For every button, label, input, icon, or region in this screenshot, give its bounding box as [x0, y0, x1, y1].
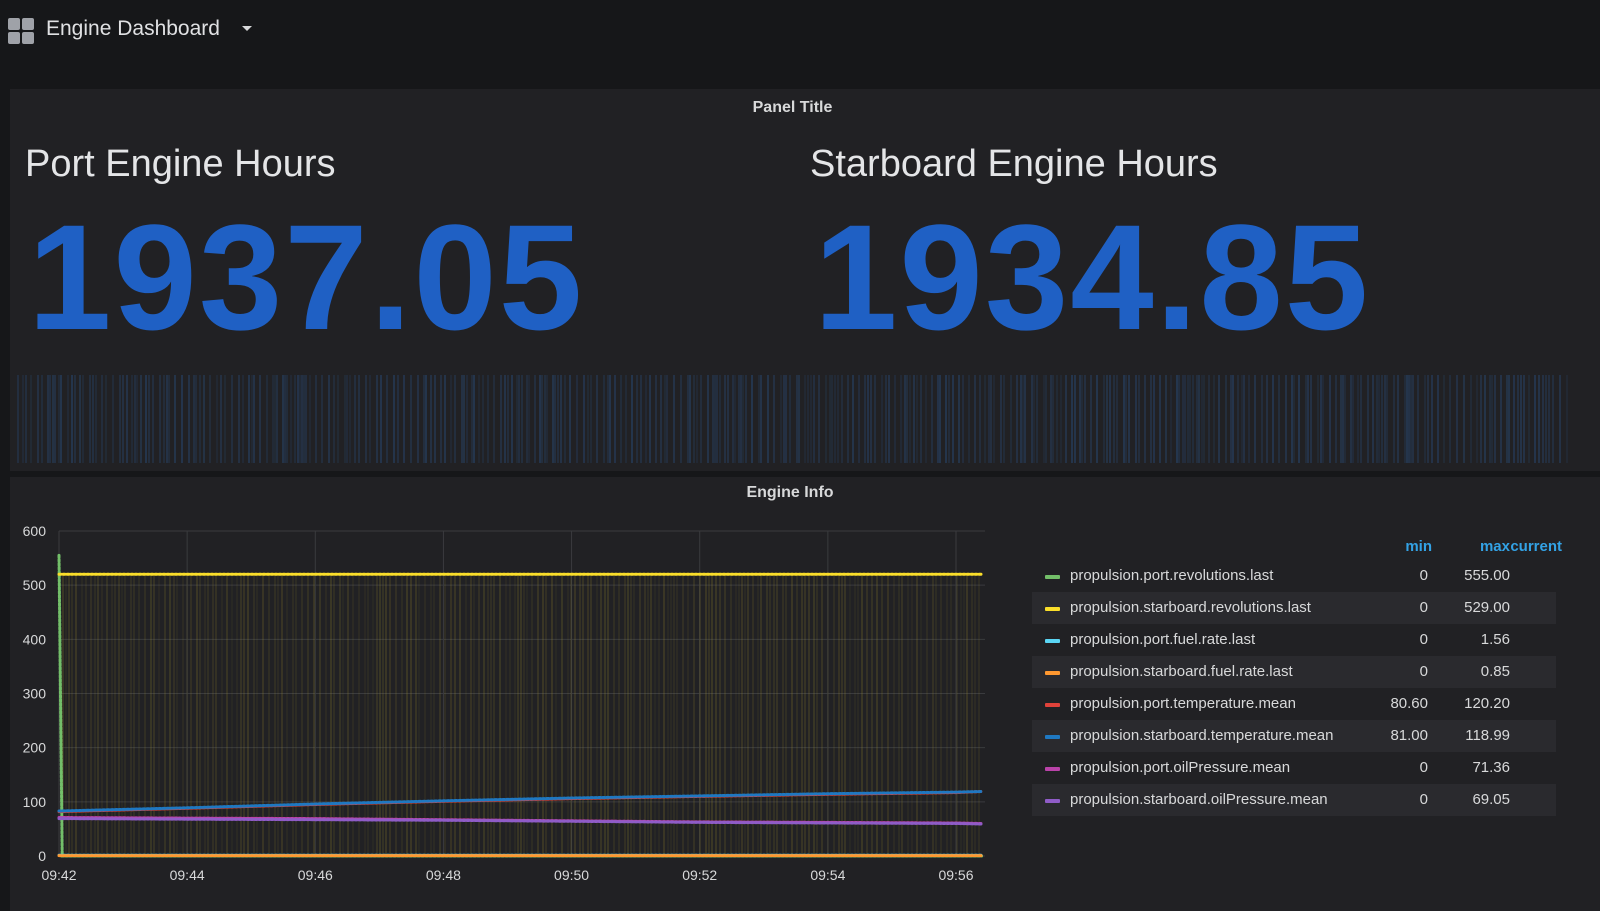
legend-row[interactable]: propulsion.port.fuel.rate.last 0 1.56	[1032, 624, 1556, 656]
legend-swatch[interactable]	[1045, 639, 1060, 643]
legend-min-value: 80.60	[1390, 695, 1428, 712]
port-engine-hours-value: 1937.05	[28, 193, 585, 361]
y-tick-label: 200	[23, 740, 47, 756]
y-tick-label: 0	[38, 848, 46, 864]
x-tick-label: 09:48	[426, 867, 461, 883]
legend-series-name[interactable]: propulsion.starboard.revolutions.last	[1070, 599, 1311, 616]
legend-swatch[interactable]	[1045, 767, 1060, 771]
x-tick-label: 09:44	[170, 867, 205, 883]
y-tick-label: 600	[23, 523, 47, 539]
y-tick-label: 400	[23, 631, 47, 647]
legend-min-value: 0	[1419, 791, 1428, 808]
legend-swatch[interactable]	[1045, 575, 1060, 579]
chevron-down-icon[interactable]	[242, 26, 252, 31]
legend-min-value: 81.00	[1390, 727, 1428, 744]
legend-max-value: 555.00	[1464, 567, 1510, 584]
series-line	[57, 817, 984, 826]
x-tick-label: 09:46	[298, 867, 333, 883]
y-tick-label: 100	[23, 794, 47, 810]
series-line	[57, 790, 984, 813]
legend-series-name[interactable]: propulsion.starboard.oilPressure.mean	[1070, 791, 1328, 808]
legend-series-name[interactable]: propulsion.starboard.fuel.rate.last	[1070, 663, 1293, 680]
engine-info-chart[interactable]: 0 100 200 300 400 500 600 09:42 09:44 09:46 09:48 0…	[0, 511, 1000, 911]
starboard-engine-hours-value: 1934.85	[814, 193, 1371, 361]
legend-series-name[interactable]: propulsion.port.revolutions.last	[1070, 567, 1274, 584]
x-tick-label: 09:56	[938, 867, 973, 883]
legend-row[interactable]: propulsion.port.revolutions.last 0 555.0…	[1032, 560, 1556, 592]
legend-max-value: 118.99	[1465, 727, 1510, 744]
legend-series-name[interactable]: propulsion.port.fuel.rate.last	[1070, 631, 1256, 648]
legend-min-value: 0	[1419, 759, 1428, 776]
legend-swatch[interactable]	[1045, 671, 1060, 675]
x-tick-label: 09:52	[682, 867, 717, 883]
legend-row[interactable]: propulsion.starboard.revolutions.last 0 …	[1032, 592, 1556, 624]
top-bar: Engine Dashboard	[0, 0, 1600, 64]
legend-max-value: 0.85	[1480, 663, 1510, 680]
legend-swatch[interactable]	[1045, 735, 1060, 739]
legend-header-max[interactable]: max	[1479, 538, 1510, 555]
legend-header-current[interactable]: current	[1510, 538, 1562, 555]
x-tick-label: 09:42	[41, 867, 76, 883]
legend-min-value: 0	[1419, 631, 1428, 648]
legend-series-name[interactable]: propulsion.port.temperature.mean	[1070, 695, 1296, 712]
legend-swatch[interactable]	[1045, 799, 1060, 803]
legend-swatch[interactable]	[1045, 607, 1060, 611]
legend-max-value: 71.36	[1472, 759, 1510, 776]
x-tick-label: 09:50	[554, 867, 589, 883]
legend-series-name[interactable]: propulsion.starboard.temperature.mean	[1070, 727, 1334, 744]
legend-max-value: 1.56	[1480, 631, 1510, 648]
legend-max-value: 69.05	[1472, 791, 1510, 808]
legend-row[interactable]: propulsion.starboard.fuel.rate.last 0 0.…	[1032, 656, 1556, 688]
dashboard-title[interactable]: Engine Dashboard	[46, 17, 220, 40]
legend-header-min[interactable]: min	[1405, 538, 1432, 555]
legend-max-value: 120.20	[1464, 695, 1510, 712]
legend-min-value: 0	[1419, 599, 1428, 616]
port-engine-hours-label: Port Engine Hours	[25, 143, 336, 185]
legend-swatch[interactable]	[1045, 703, 1060, 707]
legend-row[interactable]: propulsion.port.oilPressure.mean 0 71.36	[1032, 752, 1556, 784]
dashboard-grid-icon[interactable]	[8, 18, 34, 44]
y-tick-label: 500	[23, 577, 47, 593]
panel-title[interactable]: Panel Title	[752, 99, 833, 116]
stat-panel: Panel Title Port Engine Hours 1937.05 St…	[10, 89, 1600, 471]
legend-max-value: 529.00	[1464, 599, 1510, 616]
legend-series-name[interactable]: propulsion.port.oilPressure.mean	[1070, 759, 1291, 776]
legend-min-value: 0	[1419, 663, 1428, 680]
y-tick-label: 300	[23, 686, 47, 702]
legend-min-value: 0	[1419, 567, 1428, 584]
starboard-engine-hours-label: Starboard Engine Hours	[810, 143, 1218, 185]
legend-row[interactable]: propulsion.starboard.temperature.mean 81…	[1032, 720, 1556, 752]
legend-row[interactable]: propulsion.starboard.oilPressure.mean 0 …	[1032, 784, 1556, 816]
legend-row[interactable]: propulsion.port.temperature.mean 80.60 1…	[1032, 688, 1556, 720]
sparkline-background	[17, 375, 1568, 463]
graph-panel-title[interactable]: Engine Info	[746, 484, 834, 501]
x-tick-label: 09:54	[810, 867, 845, 883]
